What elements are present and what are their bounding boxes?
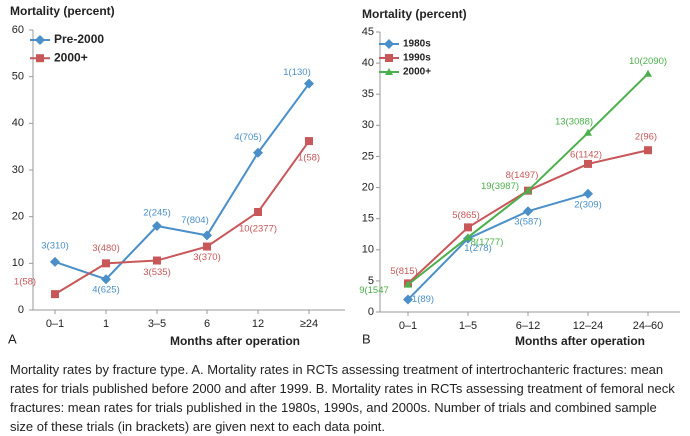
y-tick-label: 10 — [12, 257, 24, 269]
data-label: 4(705) — [234, 132, 261, 143]
data-label: 3(370) — [193, 252, 220, 263]
data-label: 1(278) — [464, 243, 491, 254]
x-tick-label: 0–1 — [399, 320, 417, 332]
data-label: 3(480) — [92, 243, 119, 254]
legend-label: 2000+ — [403, 67, 431, 78]
y-tick-label: 35 — [362, 88, 374, 100]
data-label: 8(1777) — [471, 237, 504, 248]
data-point — [50, 256, 60, 267]
y-tick-label: 0 — [368, 306, 374, 318]
x-tick-label: 24–60 — [633, 320, 664, 332]
data-point — [203, 242, 211, 251]
data-point — [102, 259, 110, 268]
data-point — [584, 128, 592, 136]
data-label: 9(1547 — [359, 285, 389, 296]
x-tick-label: 12 — [252, 318, 264, 330]
data-point — [254, 208, 262, 216]
legend-label: 1980s — [403, 39, 431, 50]
data-label: 8(1497) — [506, 170, 539, 181]
data-point — [404, 280, 412, 288]
y-tick-label: 10 — [362, 244, 374, 256]
x-tick-label: 3–5 — [148, 318, 166, 330]
data-point — [583, 188, 593, 199]
caption: Mortality rates by fracture type. A. Mor… — [10, 362, 675, 434]
data-point — [153, 256, 161, 265]
data-label: 1(130) — [283, 67, 310, 78]
legend-marker — [385, 54, 393, 62]
data-point — [524, 186, 532, 194]
x-tick-label: 1 — [103, 318, 109, 330]
data-label: 7(804) — [181, 215, 208, 226]
data-label: 6(1142) — [570, 149, 602, 160]
legend-label: Pre-2000 — [54, 32, 104, 46]
y-tick-label: 45 — [362, 26, 374, 38]
data-label: 5(815) — [390, 266, 417, 277]
data-label: 4(625) — [92, 285, 119, 296]
data-point — [464, 233, 472, 241]
data-label: 3(587) — [514, 217, 541, 228]
data-point — [464, 223, 472, 232]
y-tick-label: 40 — [362, 57, 374, 69]
data-point — [304, 78, 314, 89]
data-point — [644, 69, 652, 77]
x-tick-label: 6–12 — [516, 320, 540, 332]
y-tick-label: 25 — [362, 150, 374, 162]
x-tick-label: 0–1 — [46, 318, 64, 330]
y-tick-label: 20 — [12, 211, 24, 223]
data-point — [584, 159, 592, 168]
data-point — [644, 146, 652, 155]
data-point — [305, 137, 313, 146]
y-tick-label: 30 — [12, 164, 24, 176]
data-label: 2(96) — [635, 132, 657, 143]
y-tick-label: 5 — [368, 275, 374, 287]
panel-letter: B — [362, 331, 371, 346]
data-label: 2(309) — [574, 199, 601, 210]
data-point — [101, 274, 111, 285]
legend-marker — [35, 35, 45, 45]
x-tick-label: 12–24 — [573, 320, 604, 332]
panel-letter: A — [8, 331, 17, 346]
legend-label: 1990s — [403, 53, 431, 64]
data-label: 10(2090) — [629, 56, 667, 67]
x-tick-label: 6 — [204, 318, 210, 330]
y-tick-label: 20 — [362, 181, 374, 193]
series-line — [54, 140, 310, 295]
data-point — [253, 147, 263, 158]
data-label: 3(310) — [41, 240, 68, 251]
data-label: 10(2377) — [239, 224, 277, 235]
series-line — [407, 192, 589, 301]
y-axis-title: Mortality (percent) — [10, 4, 115, 18]
y-tick-label: 30 — [362, 119, 374, 131]
x-axis-title: Months after operation — [170, 334, 300, 348]
data-point — [152, 221, 162, 231]
data-point — [51, 290, 59, 299]
data-point — [523, 206, 533, 217]
legend-label: 2000+ — [54, 50, 88, 64]
x-tick-label: ≥24 — [300, 318, 318, 330]
y-tick-label: 40 — [12, 117, 24, 129]
data-label: 1(89) — [412, 294, 434, 305]
data-label: 1(58) — [14, 277, 36, 288]
legend-marker — [36, 54, 44, 63]
x-tick-label: 1–5 — [459, 320, 477, 332]
y-axis-title: Mortality (percent) — [362, 7, 467, 21]
x-axis-title: Months after operation — [515, 334, 645, 348]
data-label: 5(865) — [452, 210, 479, 221]
data-label: 19(3987) — [481, 181, 519, 192]
data-label: 2(245) — [143, 208, 170, 219]
y-tick-label: 50 — [12, 71, 24, 83]
data-label: 13(3088) — [555, 116, 593, 127]
y-tick-label: 15 — [362, 213, 374, 225]
y-tick-label: 0 — [18, 304, 24, 316]
legend-marker — [384, 39, 394, 49]
data-point — [403, 294, 413, 305]
series-line — [54, 83, 310, 281]
data-point — [202, 230, 212, 241]
legend-marker — [385, 68, 393, 75]
y-tick-label: 60 — [12, 24, 24, 36]
data-label: 1(58) — [298, 153, 320, 164]
data-label: 3(535) — [143, 267, 170, 278]
